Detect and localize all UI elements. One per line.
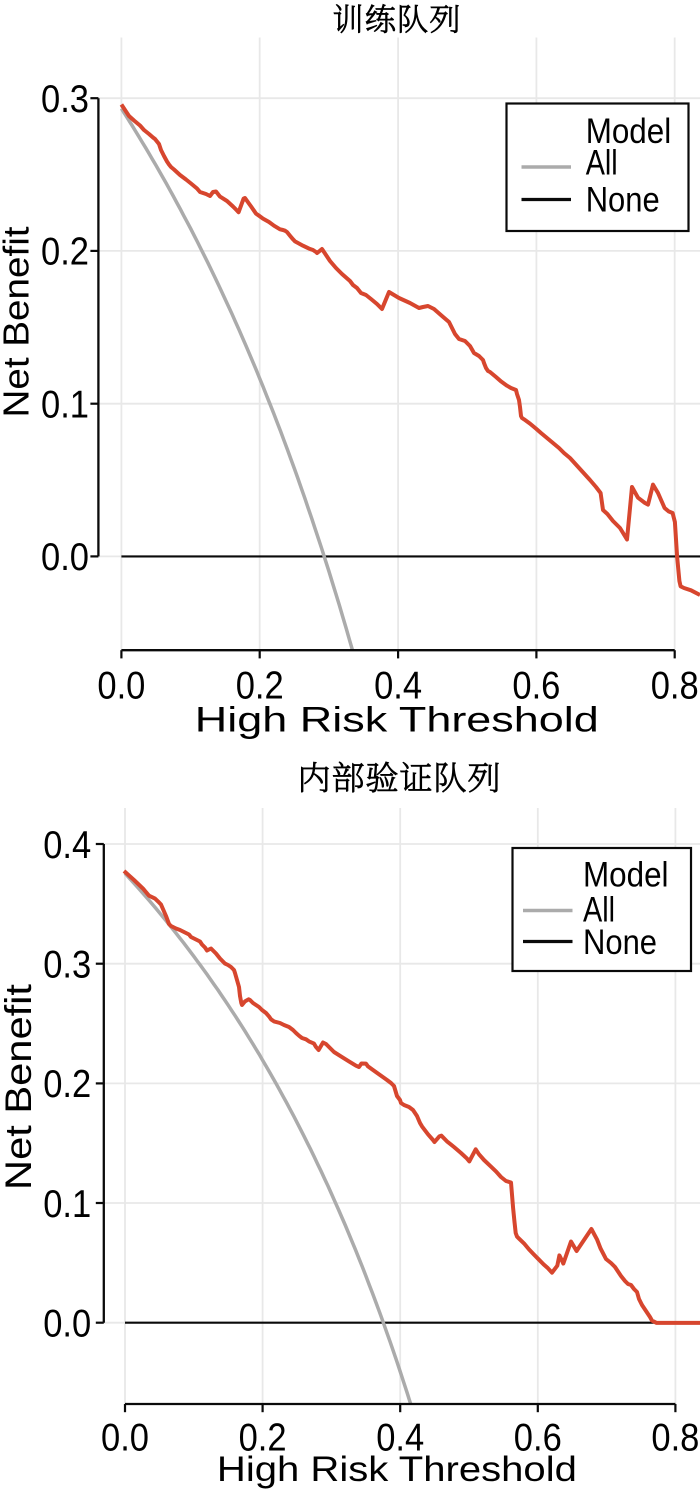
- svg-text:None: None: [586, 181, 660, 220]
- svg-text:All: All: [583, 890, 615, 929]
- svg-text:0.4: 0.4: [43, 824, 91, 867]
- svg-text:0.4: 0.4: [376, 1416, 424, 1459]
- svg-text:Net Benefit: Net Benefit: [0, 226, 36, 417]
- svg-text:0.0: 0.0: [101, 1416, 149, 1459]
- svg-text:0.2: 0.2: [239, 1416, 287, 1459]
- svg-text:0.1: 0.1: [43, 1183, 91, 1226]
- svg-text:0.2: 0.2: [43, 1063, 91, 1106]
- svg-text:Net Benefit: Net Benefit: [0, 983, 39, 1190]
- svg-text:0.6: 0.6: [512, 664, 560, 707]
- svg-text:0.6: 0.6: [514, 1416, 562, 1459]
- svg-text:0.4: 0.4: [374, 664, 422, 707]
- svg-text:Model: Model: [586, 112, 672, 151]
- svg-text:High Risk Threshold: High Risk Threshold: [195, 700, 599, 740]
- svg-text:0.0: 0.0: [41, 536, 89, 579]
- svg-text:0.3: 0.3: [41, 78, 89, 121]
- svg-text:0.2: 0.2: [236, 664, 284, 707]
- svg-text:Model: Model: [583, 855, 669, 894]
- svg-text:0.3: 0.3: [43, 944, 91, 987]
- svg-text:High Risk Threshold: High Risk Threshold: [217, 1449, 577, 1489]
- svg-text:None: None: [583, 923, 657, 962]
- svg-text:0.8: 0.8: [651, 664, 699, 707]
- svg-text:0.1: 0.1: [41, 384, 89, 427]
- svg-text:All: All: [586, 144, 618, 183]
- svg-text:0.8: 0.8: [651, 1416, 699, 1459]
- svg-text:0.0: 0.0: [97, 664, 145, 707]
- svg-text:0.2: 0.2: [41, 231, 89, 274]
- svg-text:0.0: 0.0: [43, 1303, 91, 1346]
